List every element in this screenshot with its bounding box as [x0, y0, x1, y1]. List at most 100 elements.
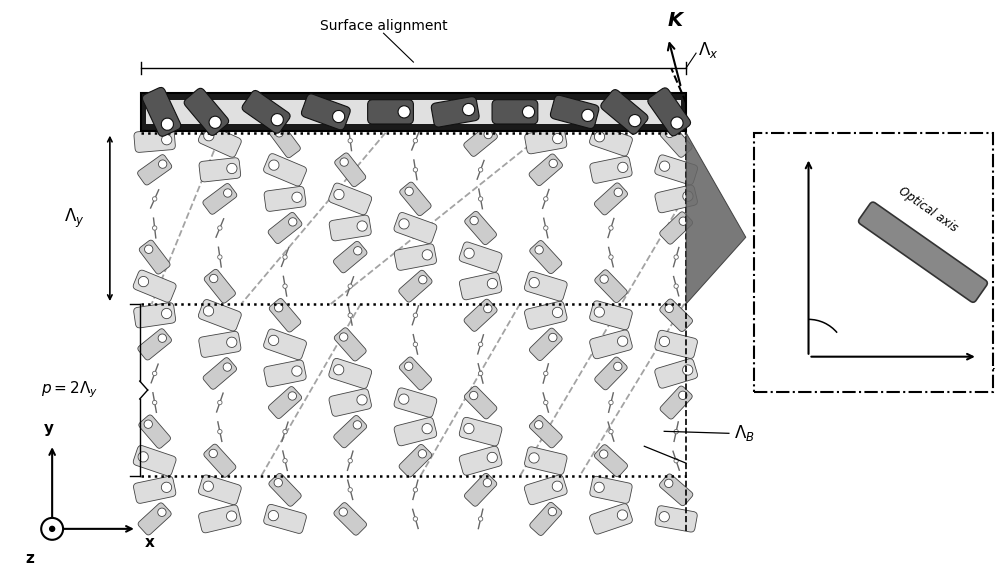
Ellipse shape [552, 481, 562, 491]
FancyBboxPatch shape [264, 505, 306, 534]
Ellipse shape [209, 116, 221, 129]
FancyBboxPatch shape [648, 88, 691, 136]
Ellipse shape [204, 130, 214, 141]
Ellipse shape [422, 424, 432, 434]
Ellipse shape [268, 335, 279, 346]
Ellipse shape [553, 133, 563, 144]
FancyBboxPatch shape [431, 97, 479, 127]
FancyBboxPatch shape [655, 155, 698, 184]
Ellipse shape [478, 342, 483, 346]
Ellipse shape [340, 158, 348, 166]
FancyBboxPatch shape [242, 90, 290, 133]
FancyBboxPatch shape [525, 127, 567, 154]
FancyBboxPatch shape [334, 328, 366, 361]
Ellipse shape [464, 248, 474, 258]
Ellipse shape [674, 430, 678, 434]
Ellipse shape [464, 423, 474, 434]
Ellipse shape [283, 284, 287, 288]
FancyBboxPatch shape [399, 357, 432, 390]
Ellipse shape [529, 278, 539, 288]
Ellipse shape [600, 275, 608, 283]
FancyBboxPatch shape [198, 300, 241, 331]
Ellipse shape [292, 192, 302, 203]
Bar [141, 93, 686, 131]
Ellipse shape [203, 306, 214, 316]
Ellipse shape [348, 284, 352, 288]
FancyBboxPatch shape [660, 124, 692, 157]
FancyBboxPatch shape [529, 328, 562, 361]
Ellipse shape [659, 512, 669, 522]
Ellipse shape [470, 391, 478, 400]
FancyBboxPatch shape [368, 100, 413, 124]
Ellipse shape [679, 391, 687, 399]
FancyBboxPatch shape [394, 388, 437, 417]
FancyBboxPatch shape [142, 87, 181, 136]
Ellipse shape [614, 188, 622, 197]
FancyBboxPatch shape [464, 299, 497, 331]
Ellipse shape [544, 226, 548, 230]
FancyBboxPatch shape [199, 505, 241, 533]
FancyBboxPatch shape [459, 242, 502, 272]
Ellipse shape [679, 217, 687, 225]
Ellipse shape [413, 139, 418, 143]
FancyBboxPatch shape [465, 211, 496, 244]
Text: $\Lambda_y$: $\Lambda_y$ [64, 207, 84, 230]
Ellipse shape [600, 450, 608, 458]
FancyBboxPatch shape [525, 447, 567, 475]
Ellipse shape [224, 189, 232, 197]
Ellipse shape [152, 197, 157, 201]
Ellipse shape [162, 134, 172, 145]
Ellipse shape [549, 159, 557, 168]
Ellipse shape [275, 129, 283, 137]
Ellipse shape [671, 117, 683, 129]
FancyBboxPatch shape [660, 299, 693, 332]
Text: y: y [44, 421, 54, 436]
Ellipse shape [549, 333, 557, 342]
Ellipse shape [683, 191, 693, 201]
Ellipse shape [617, 510, 628, 520]
Ellipse shape [582, 109, 594, 122]
Ellipse shape [552, 307, 563, 318]
Ellipse shape [484, 130, 492, 139]
Ellipse shape [227, 164, 237, 173]
Ellipse shape [399, 394, 409, 404]
Ellipse shape [659, 336, 670, 347]
Ellipse shape [419, 275, 427, 284]
Ellipse shape [487, 452, 497, 463]
FancyBboxPatch shape [138, 329, 171, 360]
Text: $\Lambda_x$: $\Lambda_x$ [698, 40, 719, 60]
Ellipse shape [138, 452, 148, 462]
Ellipse shape [161, 308, 172, 319]
FancyBboxPatch shape [268, 212, 302, 243]
Ellipse shape [548, 508, 557, 516]
Ellipse shape [353, 421, 362, 429]
FancyBboxPatch shape [464, 386, 497, 419]
Ellipse shape [478, 371, 483, 375]
Ellipse shape [283, 255, 287, 259]
FancyBboxPatch shape [529, 416, 562, 448]
Ellipse shape [145, 245, 153, 253]
FancyBboxPatch shape [590, 301, 632, 330]
Ellipse shape [223, 363, 232, 371]
Ellipse shape [292, 366, 302, 376]
Ellipse shape [275, 304, 283, 312]
Ellipse shape [288, 392, 297, 400]
Ellipse shape [535, 246, 543, 254]
FancyBboxPatch shape [459, 272, 502, 300]
FancyBboxPatch shape [655, 359, 698, 388]
FancyBboxPatch shape [659, 474, 693, 506]
Ellipse shape [665, 479, 673, 488]
FancyBboxPatch shape [595, 270, 627, 303]
FancyBboxPatch shape [270, 124, 300, 158]
Ellipse shape [674, 459, 678, 463]
FancyBboxPatch shape [333, 242, 367, 273]
Ellipse shape [674, 255, 678, 259]
FancyBboxPatch shape [655, 506, 697, 532]
FancyBboxPatch shape [464, 473, 497, 506]
Ellipse shape [629, 115, 641, 127]
FancyBboxPatch shape [530, 240, 562, 274]
Ellipse shape [158, 160, 167, 168]
Ellipse shape [334, 364, 344, 375]
Ellipse shape [478, 197, 483, 201]
Ellipse shape [218, 255, 222, 259]
